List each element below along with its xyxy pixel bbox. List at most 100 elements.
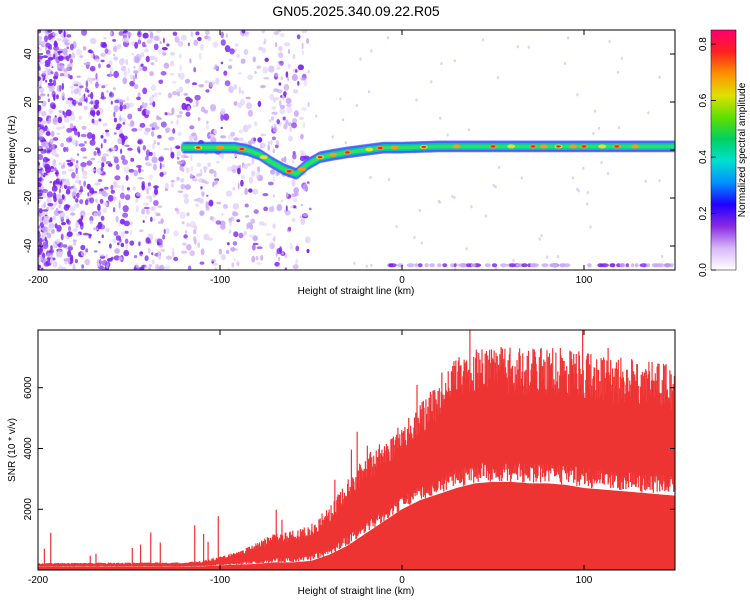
- noise-speckle: [142, 32, 149, 39]
- noise-speckle: [63, 204, 70, 211]
- noise-speckle: [106, 258, 113, 262]
- noise-speckle: [56, 224, 62, 232]
- noise-speckle: [61, 67, 68, 73]
- noise-speckle: [210, 137, 217, 144]
- noise-speckle: [63, 178, 70, 186]
- noise-speckle: [297, 64, 304, 71]
- noise-speckle: [88, 192, 92, 197]
- noise-speckle: [66, 186, 72, 190]
- noise-speckle: [102, 122, 108, 127]
- noise-speckle: [151, 156, 158, 164]
- noise-speckle: [52, 32, 59, 37]
- noise-speckle: [279, 108, 286, 115]
- noise-speckle: [63, 71, 68, 77]
- noise-speckle: [181, 102, 187, 111]
- noise-speckle: [278, 264, 281, 269]
- noise-speckle: [173, 256, 179, 262]
- x-tick-label: -200: [28, 575, 48, 586]
- noise-speckle: [481, 38, 485, 42]
- noise-speckle: [290, 205, 294, 208]
- noise-speckle: [50, 206, 55, 211]
- noise-speckle: [484, 214, 488, 218]
- noise-speckle: [38, 123, 41, 128]
- noise-speckle: [243, 49, 249, 55]
- noise-speckle: [137, 32, 141, 36]
- noise-speckle: [121, 184, 125, 192]
- noise-speckle: [459, 263, 468, 268]
- noise-speckle: [566, 36, 570, 40]
- y-axis-label-bottom: SNR (10 * v/v): [7, 418, 18, 482]
- noise-speckle: [120, 243, 125, 247]
- noise-speckle: [438, 200, 441, 204]
- noise-speckle: [80, 147, 87, 152]
- noise-speckle: [73, 125, 76, 130]
- noise-speckles: [38, 30, 674, 270]
- noise-speckle: [220, 126, 223, 130]
- noise-speckle: [118, 256, 123, 261]
- noise-speckle: [276, 248, 282, 255]
- noise-speckle: [41, 252, 46, 259]
- noise-speckle: [274, 144, 279, 149]
- noise-speckle: [65, 109, 72, 117]
- noise-speckle: [178, 86, 184, 93]
- noise-speckle: [268, 119, 272, 123]
- noise-speckle: [54, 167, 57, 172]
- noise-speckle: [98, 254, 105, 257]
- ridge-peak: [614, 145, 620, 148]
- noise-speckle: [516, 45, 519, 49]
- noise-speckle: [592, 131, 595, 135]
- noise-speckle: [138, 128, 143, 132]
- noise-speckle: [294, 192, 299, 196]
- noise-speckle: [617, 126, 621, 130]
- noise-speckle: [209, 216, 214, 221]
- noise-speckle: [215, 77, 220, 85]
- noise-speckle: [41, 234, 46, 240]
- noise-speckle: [185, 230, 188, 234]
- noise-speckle: [100, 96, 107, 100]
- noise-speckle: [95, 147, 100, 150]
- noise-speckle: [303, 79, 308, 87]
- noise-speckle: [450, 263, 454, 268]
- noise-speckle: [230, 131, 236, 137]
- noise-speckle: [115, 215, 119, 223]
- noise-speckle: [41, 141, 47, 148]
- noise-speckle: [133, 169, 138, 177]
- noise-speckle: [164, 265, 171, 270]
- ridge-hotspot: [390, 145, 399, 150]
- noise-speckle: [417, 263, 423, 268]
- noise-speckle: [117, 43, 122, 50]
- noise-speckle: [194, 203, 200, 207]
- noise-speckle: [89, 197, 95, 204]
- noise-speckle: [149, 123, 155, 128]
- noise-speckle: [147, 240, 152, 244]
- noise-speckle: [97, 149, 102, 157]
- y-tick-label: 4000: [23, 437, 34, 460]
- noise-speckle: [38, 39, 43, 45]
- noise-speckle: [98, 241, 101, 244]
- noise-speckle: [122, 104, 127, 110]
- noise-speckle: [55, 56, 61, 64]
- noise-speckle: [279, 33, 285, 38]
- noise-speckle: [279, 60, 284, 66]
- noise-speckle: [183, 197, 189, 205]
- noise-speckle: [101, 162, 105, 168]
- colorbar-label: Normalized spectral amplitude: [737, 82, 748, 217]
- noise-speckle: [144, 255, 149, 262]
- noise-speckle: [76, 160, 79, 164]
- noise-speckle: [147, 247, 151, 254]
- noise-speckle: [600, 160, 603, 165]
- noise-speckle: [42, 242, 49, 250]
- noise-speckle: [123, 249, 130, 257]
- noise-speckle: [208, 199, 214, 207]
- noise-speckle: [190, 154, 193, 162]
- noise-speckle: [170, 151, 175, 159]
- noise-speckle: [130, 229, 133, 235]
- noise-speckle: [38, 112, 41, 117]
- noise-speckle: [118, 31, 125, 36]
- colorbar-tick-label: 0.6: [698, 93, 709, 107]
- noise-speckle: [165, 255, 172, 260]
- ridge-peak: [530, 145, 536, 148]
- noise-speckle: [233, 84, 238, 90]
- noise-speckle: [229, 219, 233, 227]
